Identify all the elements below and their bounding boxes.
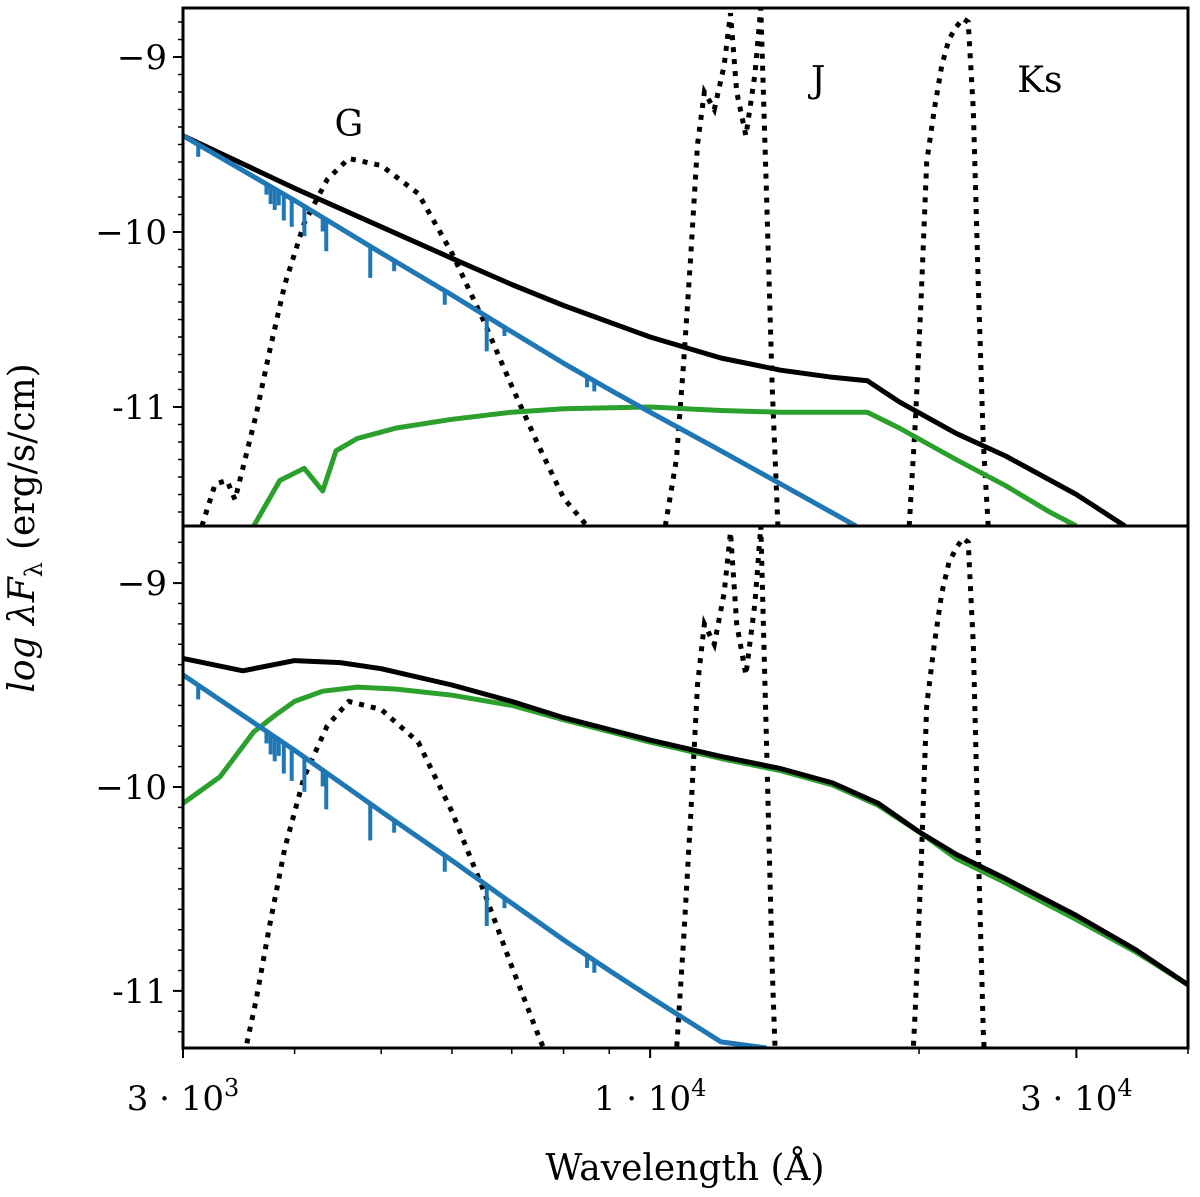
y-tick-label-top: -11 [112,388,167,428]
y-tick-label-top: −9 [117,38,167,78]
y-tick-label-top: −10 [95,213,167,253]
band-label-ks: Ks [1017,60,1062,101]
y-axis-label-main: log λF [2,575,43,692]
x-tick-label: 1 · 104 [594,1074,707,1119]
bottom-panel [183,526,1188,1048]
y-tick-label-bottom: -11 [112,972,167,1012]
axes: −9 −10 -11 −9 −10 -11 G J Ks 3 · 103 1 · 104 3 · 10… [95,6,1190,1119]
cool-component-line-top [251,404,1078,526]
band-label-j: J [807,60,825,101]
y-axis-label-sub: λ [20,562,48,577]
top-panel [183,8,1127,526]
filter-curve-g-bottom [243,698,547,1048]
bottom-panel-frame [181,524,1190,1050]
total-line-bottom [183,656,1188,987]
filter-curve-ks-top [906,15,991,526]
hot-component-line-top [183,133,858,526]
chart-labels: Wavelength (Å) log λFλ (erg/s/cm) [2,363,825,1189]
filter-curve-g-top [199,155,590,526]
filter-curve-ks-bottom [910,534,987,1048]
filter-curve-j-bottom [674,526,778,1048]
y-axis-label-units: (erg/s/cm) [2,363,43,550]
y-tick-label-bottom: −10 [95,768,167,808]
top-plot-area [183,8,1127,526]
cool-component-line-bottom [183,684,1188,987]
x-tick-label: 3 · 103 [127,1074,240,1119]
y-tick-label-bottom: −9 [117,564,167,604]
x-axis-label: Wavelength (Å) [545,1147,824,1189]
total-line-top [183,133,1127,526]
x-tick-label: 3 · 104 [1020,1074,1133,1119]
filter-curve-j-top [662,8,781,526]
hot-component-line-bottom [183,672,767,1048]
band-label-g: G [334,104,363,145]
bottom-plot-area [183,526,1188,1048]
y-axis-label: log λFλ (erg/s/cm) [2,363,48,692]
